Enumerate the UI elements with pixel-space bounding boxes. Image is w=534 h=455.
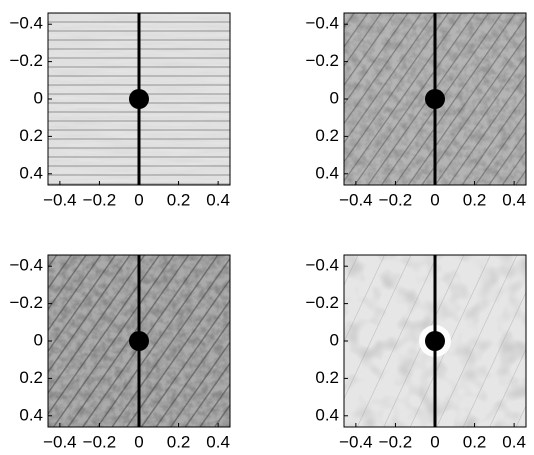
y-tick-label: −0.4 [9, 14, 43, 33]
x-tick-label: 0 [430, 432, 439, 451]
y-tick-label: 0.2 [315, 368, 339, 387]
spectrum-image [344, 255, 526, 427]
y-tick-label: 0.4 [315, 163, 339, 182]
center-disk [425, 89, 445, 109]
x-tick-label: −0.4 [43, 190, 77, 209]
spectrum-image [48, 13, 230, 185]
y-tick-label: 0.4 [315, 405, 339, 424]
y-tick-label: 0 [34, 88, 43, 107]
x-tick-label: 0.2 [167, 190, 191, 209]
center-disk [129, 331, 149, 351]
x-tick-label: −0.2 [83, 190, 117, 209]
x-tick-label: 0.2 [463, 432, 487, 451]
x-tick-label: 0.4 [206, 432, 230, 451]
center-disk [129, 89, 149, 109]
x-tick-label: −0.2 [379, 190, 413, 209]
x-tick-label: −0.4 [43, 432, 77, 451]
x-tick-label: 0.2 [167, 432, 191, 451]
y-tick-label: 0.4 [19, 405, 43, 424]
x-tick-label: −0.4 [339, 432, 373, 451]
y-tick-label: 0 [330, 330, 339, 349]
x-tick-label: −0.2 [379, 432, 413, 451]
y-tick-label: 0.4 [19, 163, 43, 182]
y-tick-label: −0.4 [9, 256, 43, 275]
spectrum-image [344, 13, 526, 185]
x-tick-label: −0.4 [339, 190, 373, 209]
y-tick-label: −0.2 [305, 51, 339, 70]
x-tick-label: 0.2 [463, 190, 487, 209]
y-tick-label: 0.2 [19, 126, 43, 145]
y-tick-label: −0.2 [9, 51, 43, 70]
y-tick-label: 0 [330, 88, 339, 107]
y-tick-label: −0.2 [9, 293, 43, 312]
y-tick-label: 0.2 [315, 126, 339, 145]
y-tick-label: −0.4 [305, 14, 339, 33]
y-tick-label: 0 [34, 330, 43, 349]
y-tick-label: −0.4 [305, 256, 339, 275]
x-tick-label: 0.4 [502, 432, 526, 451]
x-tick-label: 0 [430, 190, 439, 209]
center-disk [425, 331, 445, 351]
x-tick-label: 0 [134, 190, 143, 209]
y-tick-label: −0.2 [305, 293, 339, 312]
x-tick-label: 0 [134, 432, 143, 451]
x-tick-label: 0.4 [502, 190, 526, 209]
spectrum-image [48, 255, 230, 427]
y-tick-label: 0.2 [19, 368, 43, 387]
x-tick-label: −0.2 [83, 432, 117, 451]
x-tick-label: 0.4 [206, 190, 230, 209]
